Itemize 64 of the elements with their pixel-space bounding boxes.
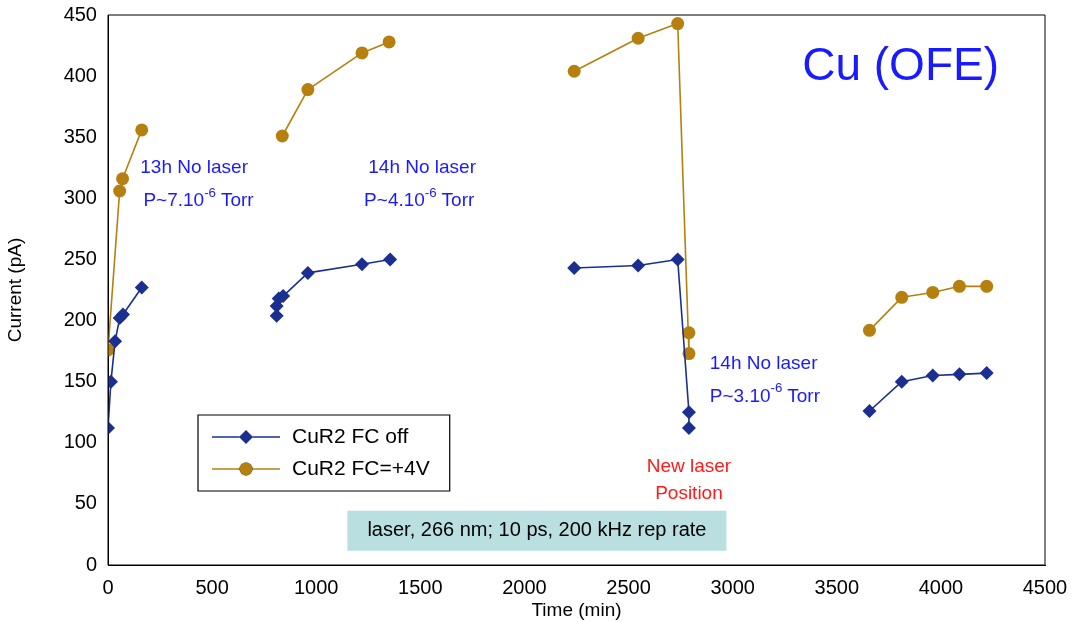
y-tick-label: 350 — [63, 124, 97, 147]
point — [275, 129, 289, 143]
point — [895, 290, 909, 304]
x-tick-label: 2000 — [502, 575, 547, 598]
point — [355, 46, 369, 60]
point — [670, 252, 685, 267]
point — [926, 285, 940, 299]
y-tick-label: 200 — [63, 308, 97, 331]
annotation: 14h No laser — [709, 351, 819, 373]
point — [862, 404, 877, 418]
x-tick-label: 0 — [102, 575, 114, 598]
legend-label: CuR2 FC off — [292, 423, 409, 447]
legend-label: CuR2 FC=+4V — [292, 455, 430, 479]
point — [671, 17, 685, 31]
annotation: 13h No laser — [140, 156, 249, 178]
point — [116, 172, 130, 186]
point — [681, 405, 696, 420]
y-tick-label: 300 — [63, 185, 97, 208]
x-tick-label: 3500 — [814, 575, 860, 598]
annotation: Position — [655, 482, 723, 504]
x-tick-label: 4500 — [1022, 575, 1068, 598]
point — [631, 31, 645, 45]
x-tick-label: 500 — [195, 575, 229, 598]
y-tick-label: 0 — [85, 552, 97, 575]
point — [682, 326, 696, 340]
x-axis-title: Time (min) — [531, 598, 622, 620]
point — [894, 374, 909, 389]
point — [135, 123, 149, 137]
y-tick-label: 100 — [63, 430, 97, 453]
point — [862, 323, 876, 337]
point — [269, 308, 284, 323]
text: Cu (OFE) — [802, 37, 999, 90]
point — [300, 265, 315, 280]
point — [925, 368, 940, 383]
x-tick-label: 1500 — [398, 575, 443, 598]
y-tick-label: 150 — [63, 369, 97, 392]
x-tick-label: 2500 — [606, 575, 651, 598]
point — [952, 367, 967, 382]
y-tick-label: 250 — [63, 246, 97, 269]
point — [382, 35, 396, 49]
x-tick-label: 1000 — [293, 575, 339, 598]
point — [383, 252, 398, 267]
y-tick-label: 400 — [63, 63, 97, 86]
y-axis-title: Current (pA) — [3, 237, 25, 343]
x-tick-label: 4000 — [918, 575, 964, 598]
point — [134, 280, 149, 295]
point — [980, 279, 994, 293]
point — [567, 64, 581, 78]
annotation: New laser — [646, 455, 732, 477]
point — [115, 307, 130, 322]
point — [301, 83, 315, 97]
point — [113, 184, 127, 198]
point — [631, 258, 646, 273]
point — [567, 261, 582, 275]
point — [108, 334, 123, 349]
annotation: 14h No laser — [368, 156, 477, 178]
annotation: laser, 266 nm; 10 ps, 200 kHz rep rate — [367, 518, 707, 541]
x-tick-label: 3000 — [710, 575, 755, 598]
point — [681, 421, 696, 436]
point — [979, 366, 994, 381]
point — [952, 279, 966, 293]
y-tick-label: 450 — [63, 2, 97, 25]
y-tick-label: 50 — [74, 491, 97, 514]
point — [355, 257, 370, 272]
